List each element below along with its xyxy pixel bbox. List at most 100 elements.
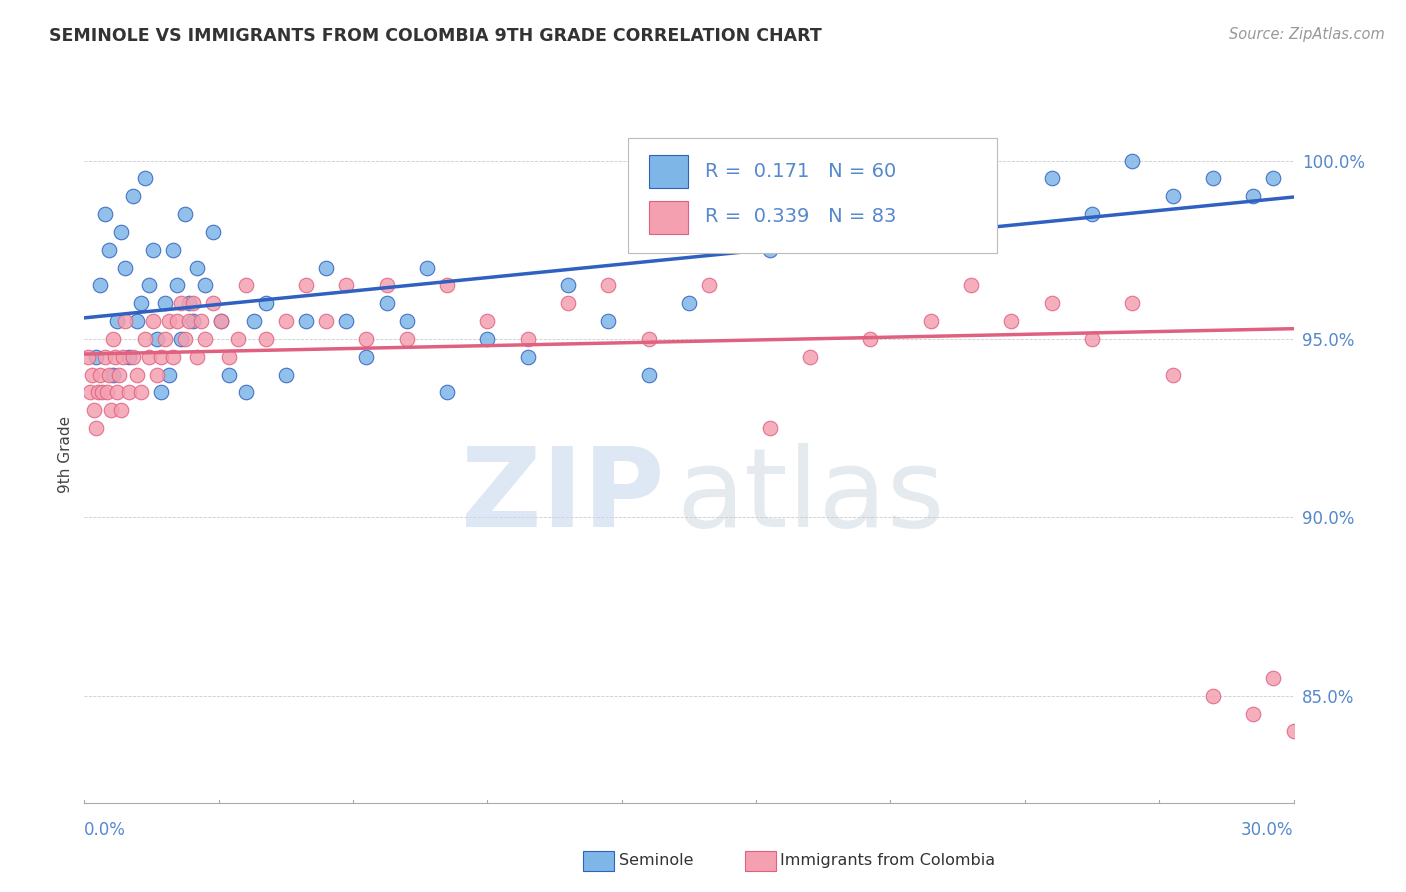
Point	[1403, 189, 1406, 203]
Point	[1241, 706, 1264, 721]
Point	[111, 350, 134, 364]
Point	[218, 350, 240, 364]
Point	[375, 278, 398, 293]
Point	[1000, 314, 1022, 328]
Point	[96, 385, 118, 400]
Point	[758, 243, 780, 257]
Point	[477, 332, 499, 346]
Point	[557, 278, 579, 293]
Point	[356, 332, 378, 346]
Point	[118, 350, 141, 364]
Text: R =  0.339   N = 83: R = 0.339 N = 83	[704, 208, 896, 227]
Point	[170, 332, 193, 346]
Point	[598, 314, 620, 328]
Point	[254, 296, 277, 310]
Point	[149, 385, 172, 400]
Point	[598, 278, 620, 293]
Point	[1282, 724, 1305, 739]
Point	[209, 314, 232, 328]
Point	[557, 296, 579, 310]
Point	[170, 296, 193, 310]
Point	[879, 171, 901, 186]
Point	[335, 278, 357, 293]
Point	[194, 278, 217, 293]
Point	[129, 385, 152, 400]
Point	[153, 296, 176, 310]
Point	[194, 332, 217, 346]
Text: Source: ZipAtlas.com: Source: ZipAtlas.com	[1229, 27, 1385, 42]
Point	[1263, 671, 1285, 685]
Point	[416, 260, 439, 275]
Point	[166, 314, 188, 328]
Point	[114, 260, 136, 275]
Point	[395, 314, 418, 328]
Point	[121, 350, 143, 364]
Point	[254, 332, 277, 346]
Point	[138, 278, 160, 293]
Text: 30.0%: 30.0%	[1241, 821, 1294, 838]
Point	[186, 350, 208, 364]
Text: Immigrants from Colombia: Immigrants from Colombia	[780, 854, 995, 868]
Point	[179, 296, 201, 310]
Point	[82, 368, 104, 382]
Point	[114, 314, 136, 328]
Point	[91, 385, 114, 400]
Point	[960, 189, 983, 203]
Point	[295, 278, 318, 293]
Point	[89, 368, 111, 382]
Point	[1202, 171, 1225, 186]
Point	[110, 403, 132, 417]
Point	[97, 243, 120, 257]
Point	[105, 314, 128, 328]
Point	[146, 368, 169, 382]
Point	[153, 332, 176, 346]
Point	[1121, 296, 1143, 310]
Point	[86, 421, 108, 435]
Point	[1343, 171, 1365, 186]
Point	[1362, 153, 1385, 168]
Point	[839, 225, 862, 239]
Point	[235, 278, 257, 293]
Point	[799, 350, 821, 364]
Point	[110, 225, 132, 239]
Point	[142, 314, 165, 328]
Point	[356, 350, 378, 364]
Point	[477, 314, 499, 328]
Point	[218, 368, 240, 382]
Point	[87, 385, 110, 400]
Point	[86, 350, 108, 364]
Point	[129, 296, 152, 310]
Point	[1302, 225, 1324, 239]
Text: SEMINOLE VS IMMIGRANTS FROM COLOMBIA 9TH GRADE CORRELATION CHART: SEMINOLE VS IMMIGRANTS FROM COLOMBIA 9TH…	[49, 27, 823, 45]
Point	[678, 296, 700, 310]
Point	[134, 171, 156, 186]
Point	[315, 314, 337, 328]
Point	[174, 207, 197, 221]
FancyBboxPatch shape	[650, 201, 688, 235]
Text: R =  0.171   N = 60: R = 0.171 N = 60	[704, 161, 896, 180]
Point	[436, 278, 458, 293]
Point	[235, 385, 257, 400]
Point	[375, 296, 398, 310]
Point	[125, 368, 148, 382]
Point	[1384, 136, 1406, 150]
Point	[93, 350, 115, 364]
Point	[295, 314, 318, 328]
Point	[125, 314, 148, 328]
Point	[1081, 332, 1104, 346]
Point	[101, 332, 124, 346]
Point	[209, 314, 232, 328]
Point	[697, 278, 720, 293]
Point	[758, 421, 780, 435]
Text: 0.0%: 0.0%	[84, 821, 127, 838]
Point	[138, 350, 160, 364]
Point	[315, 260, 337, 275]
Point	[121, 189, 143, 203]
Point	[1161, 189, 1184, 203]
Point	[100, 403, 122, 417]
Point	[202, 296, 225, 310]
Point	[166, 278, 188, 293]
Point	[637, 368, 659, 382]
Point	[181, 296, 204, 310]
Point	[516, 350, 538, 364]
